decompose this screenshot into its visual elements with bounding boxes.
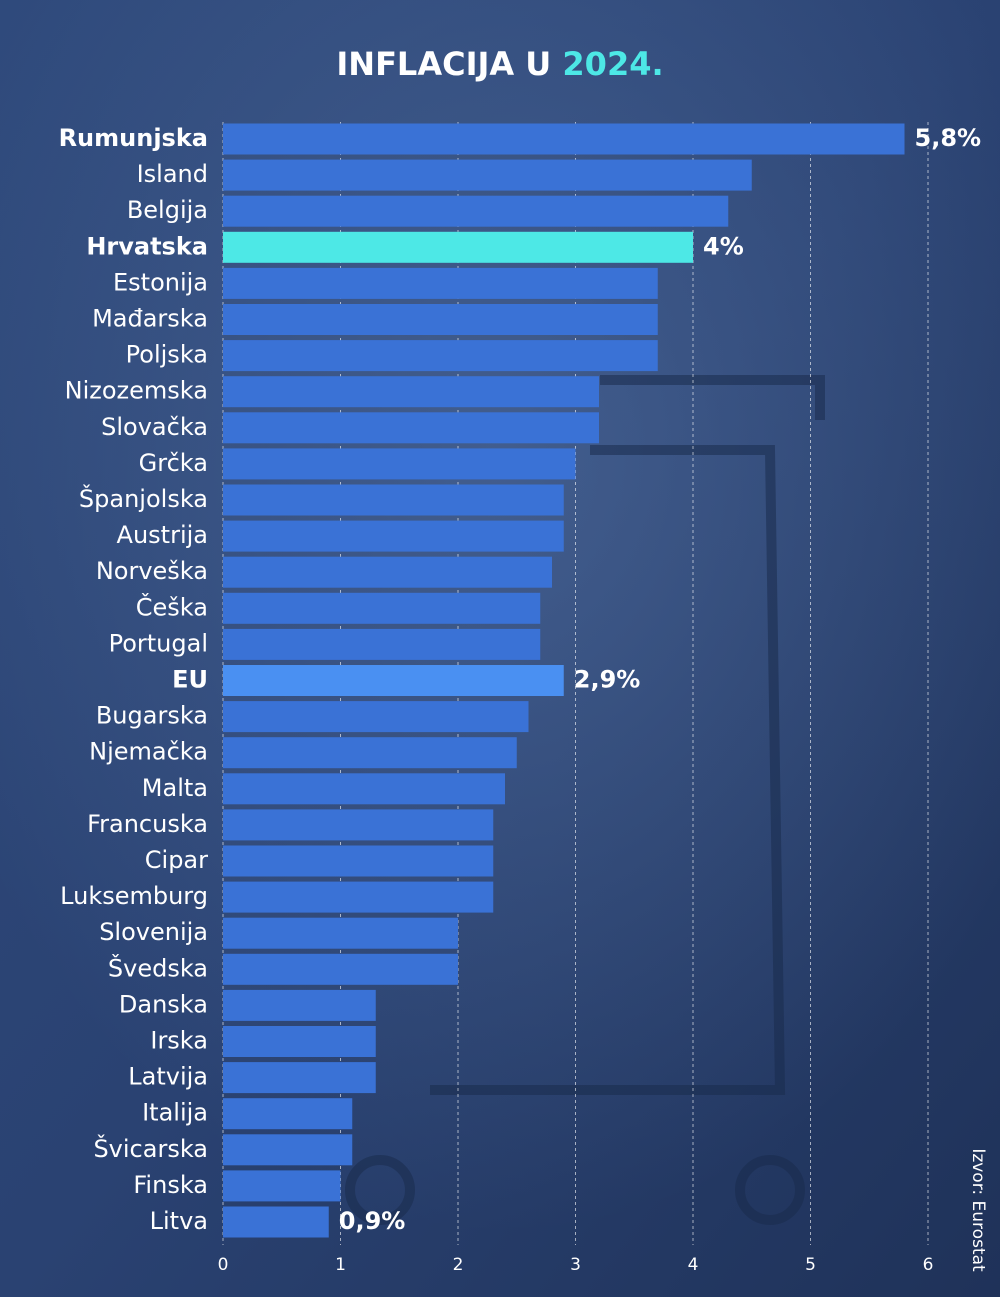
value-label: 0,9% — [339, 1207, 406, 1235]
category-label: Norveška — [96, 557, 208, 585]
value-label: 4% — [703, 232, 744, 260]
category-label: Irska — [150, 1027, 208, 1055]
bar — [223, 592, 541, 624]
bar — [223, 376, 599, 408]
category-label: Slovačka — [101, 413, 208, 441]
bar — [223, 556, 552, 588]
source-note: Izvor: Eurostat — [968, 1148, 988, 1272]
bar — [223, 953, 458, 985]
category-label: Luksemburg — [60, 882, 208, 910]
value-label: 2,9% — [574, 666, 641, 694]
category-label: Finska — [133, 1171, 208, 1199]
bar — [223, 412, 599, 444]
chart-title: INFLACIJA U 2024. — [336, 45, 663, 83]
category-label: Danska — [119, 990, 208, 1018]
x-tick-label: 1 — [335, 1255, 346, 1275]
category-label: Cipar — [145, 846, 208, 874]
category-label: Italija — [142, 1099, 208, 1127]
bar — [223, 340, 658, 372]
bar — [223, 159, 752, 191]
category-label: Bugarska — [96, 702, 208, 730]
bar — [223, 881, 494, 913]
x-tick-label: 2 — [453, 1255, 464, 1275]
bar — [223, 304, 658, 335]
bar — [223, 628, 541, 660]
bar — [223, 845, 494, 877]
category-label: Hrvatska — [86, 232, 208, 260]
category-label: Grčka — [139, 449, 208, 477]
x-tick-label: 6 — [923, 1255, 934, 1275]
bar — [223, 989, 376, 1021]
bar — [223, 267, 658, 299]
bar — [223, 484, 564, 516]
bar — [223, 737, 517, 769]
category-label: EU — [172, 666, 208, 694]
bar — [223, 1134, 353, 1166]
category-label: Portugal — [109, 629, 208, 657]
bar — [223, 773, 505, 805]
bar — [223, 1206, 329, 1238]
category-label: Francuska — [87, 810, 208, 838]
x-tick-label: 5 — [805, 1255, 816, 1275]
category-label: Španjolska — [79, 483, 208, 513]
category-label: Poljska — [126, 341, 208, 369]
category-label: Estonija — [113, 268, 208, 296]
bar — [223, 231, 693, 263]
bar — [223, 917, 458, 949]
x-tick-label: 0 — [218, 1255, 229, 1275]
bar — [223, 701, 529, 733]
bar — [223, 1026, 376, 1057]
category-label: Belgija — [127, 196, 208, 224]
bar — [223, 448, 576, 480]
title-text: INFLACIJA U — [336, 45, 562, 83]
bar — [223, 123, 905, 155]
cart-silhouette — [345, 375, 825, 1225]
bar — [223, 665, 564, 696]
x-tick-label: 3 — [570, 1255, 581, 1275]
value-label: 5,8% — [915, 124, 982, 152]
category-label: Švedska — [108, 952, 208, 982]
x-tick-label: 4 — [688, 1255, 699, 1275]
bar — [223, 1098, 353, 1130]
category-label: Island — [137, 160, 208, 188]
bar — [223, 1170, 341, 1202]
category-label: Njemačka — [89, 738, 208, 766]
category-label: Austrija — [117, 521, 208, 549]
category-label: Švicarska — [93, 1133, 208, 1163]
category-label: Mađarska — [92, 305, 208, 333]
bar — [223, 520, 564, 552]
category-label: Slovenija — [99, 918, 208, 946]
category-label: Latvija — [128, 1063, 208, 1091]
category-label: Nizozemska — [65, 377, 208, 405]
category-label: Rumunjska — [59, 124, 208, 152]
bar — [223, 1062, 376, 1094]
category-label: Malta — [142, 774, 208, 802]
bar — [223, 809, 494, 841]
bar — [223, 195, 729, 227]
category-label: Češka — [136, 591, 208, 621]
category-label: Litva — [150, 1207, 208, 1235]
title-year: 2024. — [562, 45, 663, 83]
